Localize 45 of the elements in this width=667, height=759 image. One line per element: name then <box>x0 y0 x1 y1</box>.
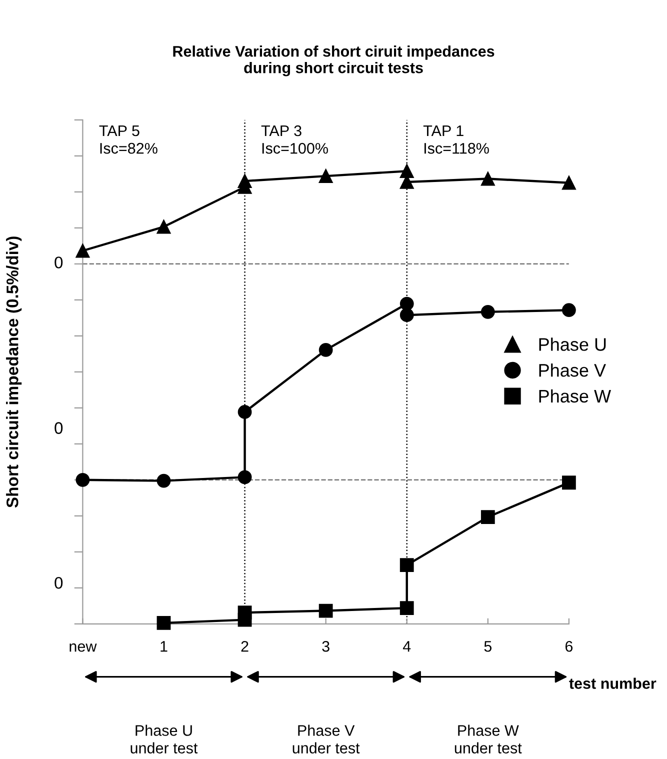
point <box>318 343 333 357</box>
legend-label: Phase W <box>539 389 611 403</box>
point <box>562 303 576 318</box>
point <box>562 176 576 190</box>
text: TAP 3 Isc=100% <box>261 125 328 154</box>
legend-label: Phase U <box>539 338 606 351</box>
point <box>238 606 252 620</box>
point <box>480 304 495 319</box>
text: TAP 5 Isc=82% <box>99 126 158 154</box>
x-tick-label: 2 <box>241 640 248 652</box>
text: TAP 1 Isc=118% <box>423 126 489 154</box>
text: Phase W under test <box>454 724 522 754</box>
point <box>156 474 171 488</box>
point <box>480 510 495 524</box>
x-tick-label: 5 <box>484 641 492 652</box>
point <box>400 601 414 615</box>
point <box>562 476 576 490</box>
point <box>400 308 414 322</box>
point <box>480 172 495 186</box>
point <box>238 470 252 484</box>
text: Phase V under test <box>292 724 360 754</box>
y-axis-title: Short circuit impedance (0.5%/div) <box>6 236 22 508</box>
text: Phase U under test <box>130 724 198 754</box>
point <box>400 164 414 178</box>
x-axis-title: test number <box>569 678 656 689</box>
x-tick-label: 1 <box>160 641 168 652</box>
x-tick-label: new <box>70 643 97 652</box>
point <box>76 472 90 487</box>
text: 0 <box>54 256 63 268</box>
legend-label: Phase V <box>539 363 606 377</box>
x-tick-label: 3 <box>322 640 330 652</box>
point <box>76 244 90 258</box>
x-tick-label: 6 <box>565 640 573 652</box>
point <box>156 616 171 630</box>
chart-title: Relative Variation of short ciruit impedances during short circuit tests <box>173 46 494 76</box>
x-tick-label: 4 <box>402 641 411 652</box>
point <box>156 220 171 234</box>
text: 0 <box>54 422 63 434</box>
point <box>400 296 414 311</box>
point <box>400 558 414 572</box>
point <box>318 604 333 618</box>
point <box>318 169 333 184</box>
point <box>238 174 252 188</box>
text: 0 <box>54 576 63 589</box>
point <box>238 405 252 419</box>
